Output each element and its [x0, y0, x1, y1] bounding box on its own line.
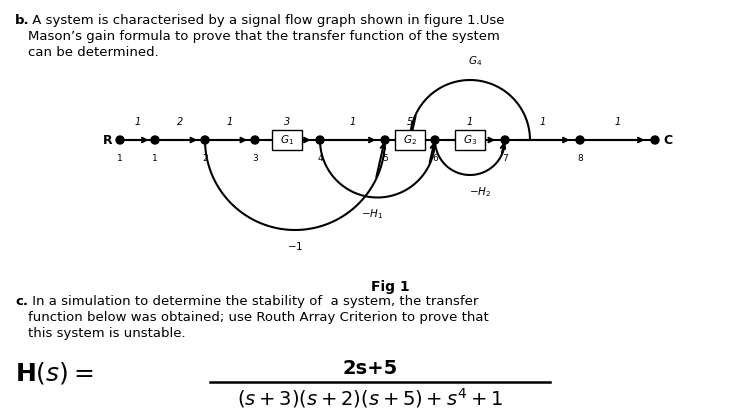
Text: $(s+3)(s+2)(s+5)+s^4+1$: $(s+3)(s+2)(s+5)+s^4+1$	[237, 386, 503, 410]
Text: can be determined.: can be determined.	[28, 46, 159, 59]
Text: b.: b.	[15, 14, 30, 27]
Text: Mason’s gain formula to prove that the transfer function of the system: Mason’s gain formula to prove that the t…	[28, 30, 500, 43]
Text: c.: c.	[15, 295, 28, 308]
Text: 7: 7	[503, 154, 508, 163]
Circle shape	[501, 136, 509, 144]
Text: A system is characterised by a signal flow graph shown in figure 1.Use: A system is characterised by a signal fl…	[28, 14, 505, 27]
Text: 2: 2	[202, 154, 208, 163]
Text: 3: 3	[252, 154, 258, 163]
Text: $G_4$: $G_4$	[468, 54, 482, 68]
Circle shape	[151, 136, 159, 144]
Circle shape	[201, 136, 209, 144]
Text: 1: 1	[466, 117, 473, 127]
Text: $\mathbf{H}(s) =$: $\mathbf{H}(s) =$	[15, 360, 94, 386]
Text: 2: 2	[177, 117, 183, 127]
Text: 1: 1	[539, 117, 545, 127]
Text: $-1$: $-1$	[286, 240, 303, 252]
Text: $G_2$: $G_2$	[403, 133, 417, 147]
Text: 1: 1	[134, 117, 141, 127]
Text: Fig 1: Fig 1	[370, 280, 410, 294]
FancyBboxPatch shape	[395, 130, 425, 150]
Circle shape	[431, 136, 439, 144]
Text: 6: 6	[432, 154, 438, 163]
Text: 2s+5: 2s+5	[342, 359, 398, 378]
Text: this system is unstable.: this system is unstable.	[28, 327, 186, 340]
Text: $G_1$: $G_1$	[280, 133, 294, 147]
Text: 1: 1	[117, 154, 123, 163]
Text: 1: 1	[614, 117, 621, 127]
Text: 5: 5	[382, 154, 388, 163]
Text: 4: 4	[317, 154, 322, 163]
Circle shape	[316, 136, 324, 144]
Circle shape	[651, 136, 659, 144]
Text: 1: 1	[152, 154, 157, 163]
Text: $-H_2$: $-H_2$	[470, 185, 492, 199]
Text: $G_3$: $G_3$	[463, 133, 477, 147]
Text: function below was obtained; use Routh Array Criterion to prove that: function below was obtained; use Routh A…	[28, 311, 489, 324]
Text: 8: 8	[578, 154, 583, 163]
Text: 1: 1	[350, 117, 355, 127]
FancyBboxPatch shape	[455, 130, 485, 150]
Text: C: C	[663, 134, 672, 146]
Text: 1: 1	[226, 117, 233, 127]
Text: R: R	[102, 134, 112, 146]
Text: In a simulation to determine the stability of  a system, the transfer: In a simulation to determine the stabili…	[28, 295, 478, 308]
FancyBboxPatch shape	[272, 130, 302, 150]
Text: $-H_1$: $-H_1$	[361, 208, 383, 221]
Circle shape	[576, 136, 584, 144]
Circle shape	[381, 136, 389, 144]
Circle shape	[116, 136, 124, 144]
Text: 5: 5	[406, 117, 413, 127]
Circle shape	[251, 136, 259, 144]
Text: 3: 3	[284, 117, 291, 127]
